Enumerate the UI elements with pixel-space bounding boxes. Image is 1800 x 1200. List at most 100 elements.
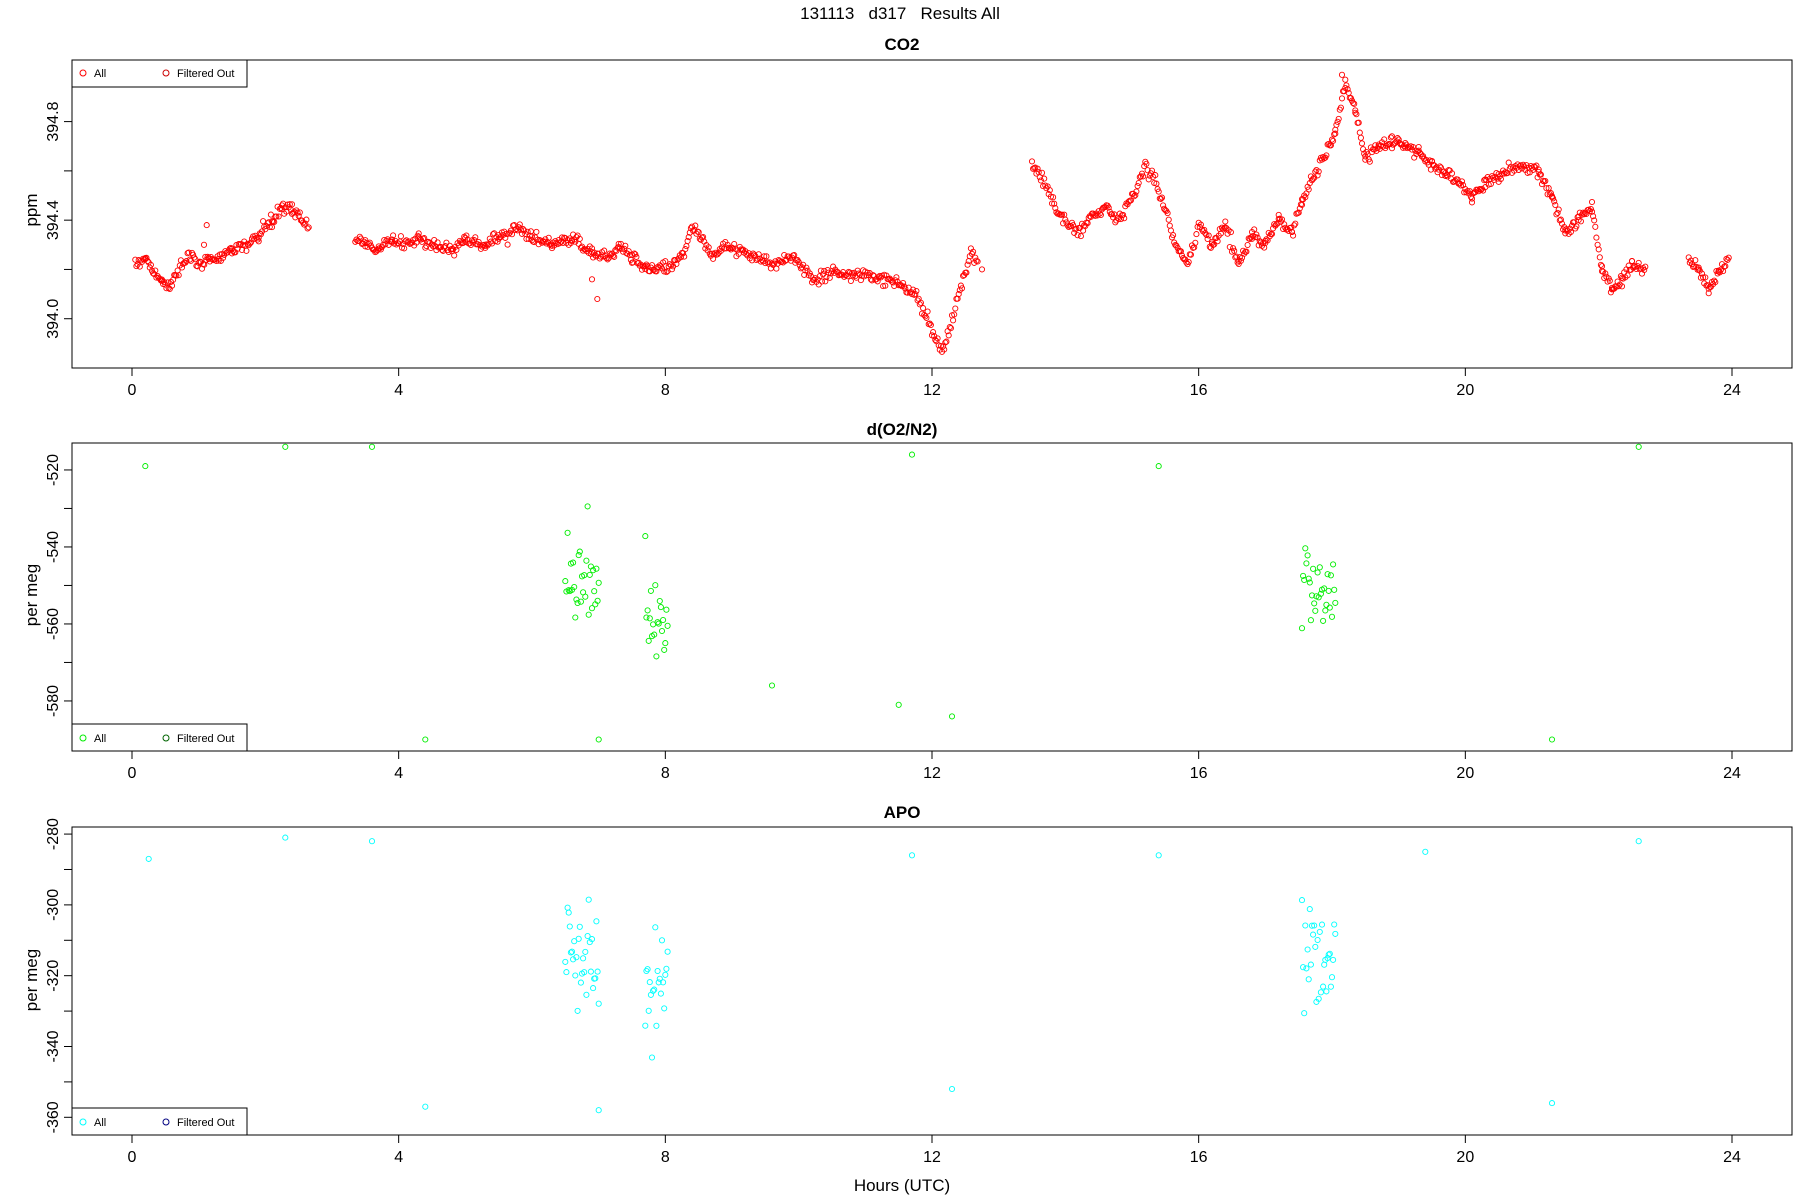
data-point [486, 235, 493, 242]
data-point [1138, 170, 1146, 177]
data-point [1193, 231, 1200, 238]
data-point [686, 229, 693, 236]
data-point [1553, 211, 1560, 218]
data-point [875, 274, 882, 281]
data-point [583, 557, 590, 564]
legend-label-all: All [94, 68, 106, 80]
data-point [565, 909, 572, 916]
data-point [913, 287, 920, 295]
data-point [1038, 169, 1046, 176]
data-point [577, 979, 584, 986]
data-point [1111, 211, 1118, 218]
panel-apo-xaxis: 0 4 8 12 16 20 24 [128, 1134, 1741, 1166]
data-point [1487, 180, 1494, 188]
data-point [673, 260, 680, 268]
data-point [514, 227, 521, 234]
panel-co2-legend-box [71, 59, 248, 88]
x-tick-label: 12 [923, 765, 941, 782]
data-point [1298, 897, 1306, 904]
data-point [1596, 254, 1603, 261]
legend-label-all: All [94, 1117, 106, 1129]
data-point [1334, 118, 1341, 125]
data-point [184, 250, 191, 257]
data-point [1155, 188, 1162, 195]
data-point [1315, 995, 1322, 1002]
data-point [1316, 928, 1323, 935]
data-point [1501, 170, 1508, 177]
data-point [763, 253, 770, 260]
data-point [650, 987, 657, 994]
data-point [1325, 587, 1332, 594]
data-point [1697, 274, 1704, 281]
data-point [502, 234, 509, 241]
data-point [1271, 221, 1278, 228]
data-point [594, 597, 601, 604]
data-point [1155, 852, 1162, 859]
data-point [643, 614, 650, 621]
panel-apo-title: APO [884, 803, 921, 822]
x-tick-label: 12 [923, 382, 941, 399]
data-point [1618, 274, 1626, 281]
data-point [795, 258, 802, 266]
panel-apo-points [145, 834, 1642, 1114]
data-point [1415, 143, 1422, 151]
data-point [1140, 173, 1147, 180]
x-tick-label: 24 [1723, 382, 1741, 399]
data-point [368, 838, 376, 845]
data-point [1695, 264, 1702, 271]
data-point [147, 261, 154, 268]
data-point [1444, 173, 1451, 180]
data-point [941, 346, 948, 353]
data-point [382, 241, 389, 248]
x-tick-label: 20 [1456, 765, 1474, 782]
data-point [1481, 177, 1488, 184]
data-point [1567, 228, 1574, 236]
data-point [1127, 197, 1134, 204]
data-point [565, 587, 572, 594]
data-point [1028, 158, 1036, 165]
data-point [1328, 613, 1336, 620]
data-point [588, 276, 596, 283]
x-tick-label: 20 [1456, 382, 1474, 399]
data-point [545, 234, 552, 241]
x-tick-label: 24 [1723, 765, 1741, 782]
data-point [714, 251, 721, 258]
data-point [1711, 277, 1718, 284]
data-point [970, 248, 977, 255]
data-point [1725, 254, 1732, 261]
x-tick-label: 4 [394, 765, 403, 782]
data-point [857, 277, 864, 284]
y-tick-label: -300 [45, 889, 62, 921]
data-point [585, 611, 592, 618]
data-point [1394, 135, 1401, 142]
data-point [1581, 211, 1588, 218]
data-point [1232, 254, 1239, 261]
data-point [562, 958, 569, 965]
data-point [1302, 194, 1309, 201]
data-point [1155, 463, 1162, 470]
panel-co2-points [132, 71, 1732, 355]
data-point [1328, 974, 1336, 981]
data-point [1074, 232, 1081, 239]
data-point [1288, 228, 1296, 235]
data-point [1478, 185, 1486, 192]
x-tick-label: 0 [128, 1149, 137, 1166]
data-point [1132, 192, 1139, 199]
data-point [658, 627, 666, 635]
x-tick-label: 0 [128, 382, 137, 399]
data-point [1224, 230, 1231, 237]
data-point [302, 220, 309, 227]
data-point [1306, 579, 1313, 586]
data-point [1303, 560, 1310, 567]
data-point [1641, 266, 1648, 274]
data-point [595, 579, 602, 586]
data-point [275, 213, 282, 220]
data-point [664, 948, 671, 955]
data-point [1237, 257, 1244, 264]
data-point [1552, 201, 1559, 209]
data-point [1591, 217, 1598, 224]
data-point [1557, 216, 1564, 223]
data-point [791, 252, 798, 259]
data-point [1204, 235, 1211, 243]
data-point [1324, 571, 1331, 578]
